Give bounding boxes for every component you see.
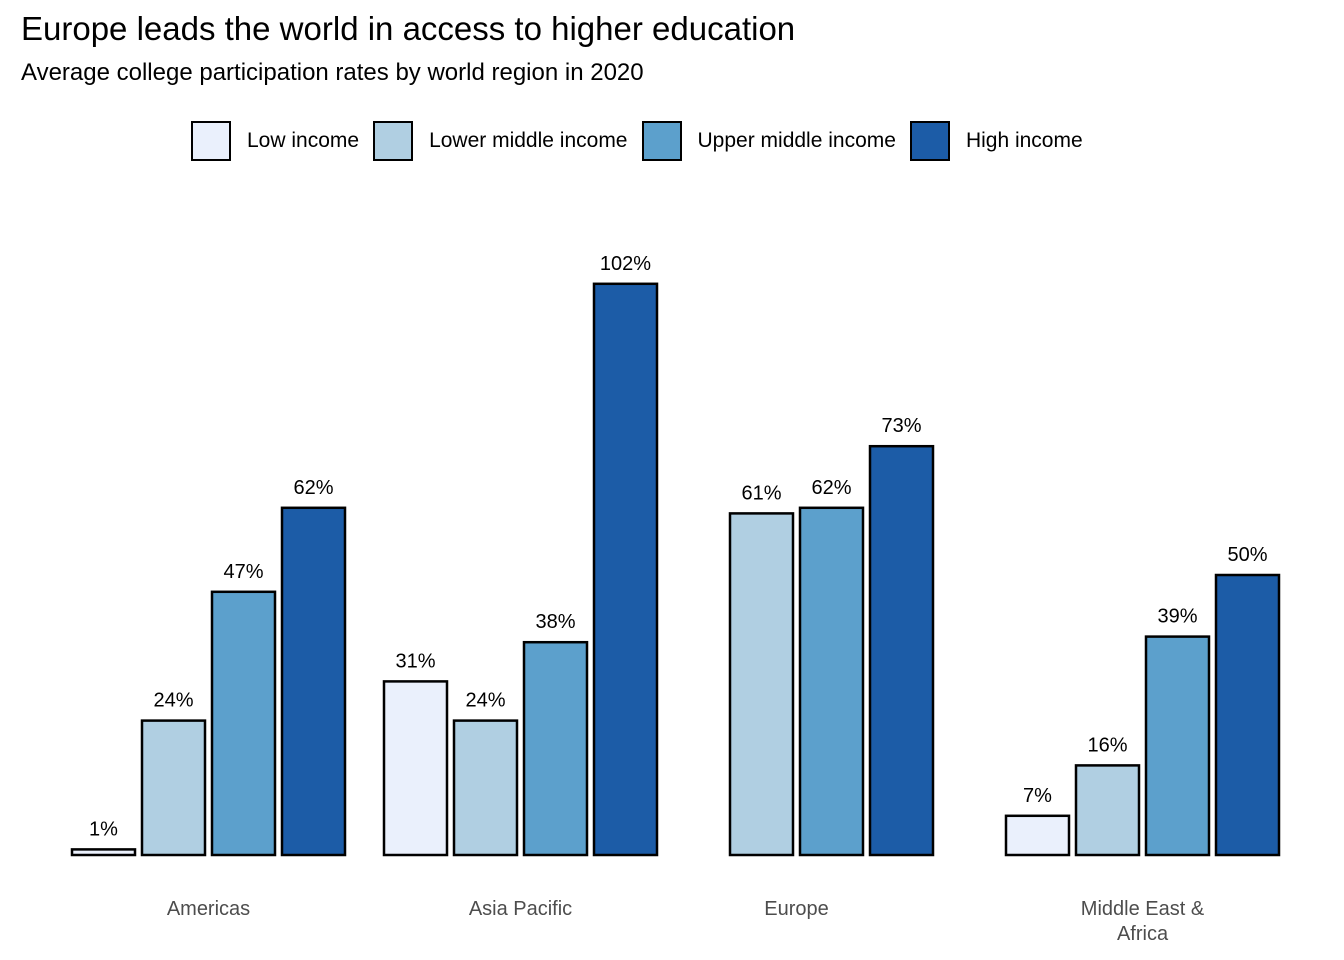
bar-asia-pacific-high-income	[592, 282, 659, 857]
bar-asia-pacific-lower-middle-income	[452, 719, 519, 857]
bar-asia-pacific-upper-middle-income	[522, 640, 589, 857]
data-label-asia-pacific-upper-middle-income: 38%	[535, 611, 575, 633]
bar-americas-lower-middle-income	[140, 719, 207, 857]
data-label-europe-high-income: 73%	[881, 415, 921, 437]
bar-americas-low-income	[70, 848, 137, 857]
legend-swatch-upper-middle-income	[641, 121, 682, 161]
legend-swatch-low-income	[191, 121, 231, 161]
bar-europe-lower-middle-income	[728, 512, 795, 857]
bar-americas-high-income	[280, 506, 347, 857]
legend-label-high-income: High income	[965, 129, 1083, 152]
legend-item-high-income: High income	[909, 121, 1083, 161]
x-tick-label-asia-pacific: Asia Pacific	[469, 898, 572, 920]
data-label-middle-east-and-africa-high-income: 50%	[1227, 544, 1267, 566]
legend-label-upper-middle-income: Upper middle income	[697, 129, 896, 152]
data-label-americas-upper-middle-income: 47%	[223, 561, 263, 583]
legend-label-lower-middle-income: Lower middle income	[429, 129, 628, 152]
data-label-europe-lower-middle-income: 61%	[741, 482, 781, 504]
legend-swatch-high-income	[909, 121, 950, 161]
data-label-americas-high-income: 62%	[293, 477, 333, 499]
x-tick-label-americas: Americas	[167, 898, 250, 920]
bar-europe-high-income	[868, 444, 935, 857]
bar-middle-east-and-africa-lower-middle-income	[1074, 764, 1141, 857]
bar-middle-east-and-africa-low-income	[1004, 814, 1071, 857]
bar-asia-pacific-low-income	[382, 680, 449, 857]
data-label-americas-low-income: 1%	[89, 818, 118, 840]
data-label-asia-pacific-lower-middle-income: 24%	[465, 690, 505, 712]
chart-title: Europe leads the world in access to high…	[21, 10, 796, 47]
data-label-asia-pacific-low-income: 31%	[395, 650, 435, 672]
legend-label-low-income: Low income	[247, 129, 360, 152]
data-label-middle-east-and-africa-lower-middle-income: 16%	[1087, 734, 1127, 756]
bar-middle-east-and-africa-high-income	[1214, 573, 1281, 857]
data-label-americas-lower-middle-income: 24%	[153, 690, 193, 712]
legend: Low income Lower middle income Upper mid…	[191, 119, 1097, 163]
bar-americas-upper-middle-income	[210, 590, 277, 857]
bar-europe-upper-middle-income	[798, 506, 865, 857]
x-tick-label-europe: Europe	[764, 898, 829, 920]
data-label-asia-pacific-high-income: 102%	[600, 253, 651, 275]
legend-swatch-lower-middle-income	[373, 121, 414, 161]
chart-subtitle: Average college participation rates by w…	[21, 59, 644, 86]
data-label-europe-upper-middle-income: 62%	[811, 477, 851, 499]
legend-item-low-income: Low income	[191, 121, 359, 161]
bar-middle-east-and-africa-upper-middle-income	[1144, 635, 1211, 857]
legend-item-upper-middle-income: Upper middle income	[641, 121, 896, 161]
data-label-middle-east-and-africa-low-income: 7%	[1023, 785, 1052, 807]
data-label-middle-east-and-africa-upper-middle-income: 39%	[1157, 606, 1197, 628]
x-tick-label-middle-east-and-africa: Middle East & Africa	[1081, 898, 1205, 945]
legend-item-lower-middle-income: Lower middle income	[373, 121, 628, 161]
